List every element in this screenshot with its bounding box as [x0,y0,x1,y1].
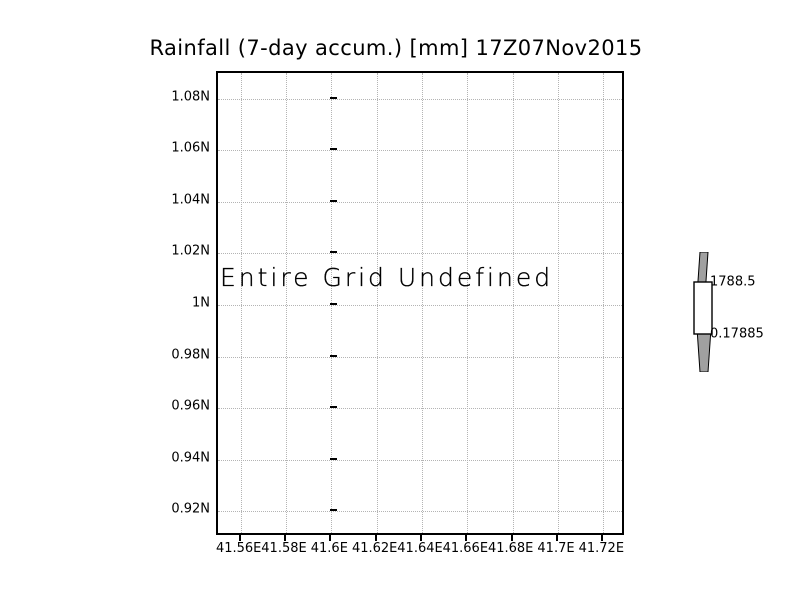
x-axis-tick-label: 41.7E [537,541,575,556]
gridline-horizontal [218,305,622,306]
gridline-vertical [512,73,514,533]
x-axis-labels: 41.56E 41.58E 41.6E 41.62E 41.64E 41.66E 41.68… [216,541,624,561]
y-axis-tick-label: 1.02N [171,243,210,259]
gridline-horizontal [218,150,622,152]
gridlines [218,73,622,533]
x-axis-tick-mark [284,535,286,541]
gridline-horizontal [218,98,622,100]
colorbar: 1788.5 0.17885 [686,252,764,372]
colorbar-lower-label: 0.17885 [710,326,764,342]
x-axis-tick-label: 41.68E [487,541,534,556]
y-axis-tick-label: 0.96N [171,398,210,414]
x-axis-tick-label: 41.64E [397,541,443,556]
y-axis-tick-mark [330,148,337,151]
x-axis-tick-label: 41.56E [215,541,262,556]
y-axis-tick-label: 1N [192,295,210,311]
x-axis-tick-label: 41.66E [442,541,489,556]
gridline-vertical [603,73,605,533]
x-axis-tick-label: 41.72E [578,541,625,556]
plot-area [216,71,624,535]
page-title: Rainfall (7-day accum.) [mm] 17Z07Nov201… [149,36,643,60]
y-axis-tick-mark [330,251,337,254]
gridline-horizontal [218,253,622,255]
x-axis-tick-mark [601,535,604,541]
y-axis-tick-mark [330,303,337,305]
gridline-horizontal [218,356,622,358]
x-axis-tick-mark [238,535,241,541]
y-axis-tick-mark [330,457,337,460]
gridline-vertical [376,73,378,533]
gridline-vertical [286,73,287,533]
x-axis-tick-label: 41.6E [310,541,348,556]
x-axis-tick-mark [374,535,377,541]
colorbar-shape [693,252,713,372]
y-axis-tick-label: 1.04N [171,192,210,208]
y-axis-labels: 1.08N 1.06N 1.04N 1.02N 1N 0.98N 0.96N 0.94N 0.9… [120,71,337,535]
x-axis-tick-mark [556,535,558,541]
gridline-horizontal [218,511,622,513]
gridline-vertical [422,73,423,533]
x-axis-tick-mark [510,535,513,541]
gridline-vertical [467,73,469,533]
y-axis-tick-label: 0.98N [171,347,210,363]
x-axis-tick-mark [329,535,332,541]
y-axis-tick-label: 1.08N [171,89,210,105]
x-axis-tick-label: 41.62E [351,541,398,556]
colorbar-upper-label: 1788.5 [710,274,756,290]
x-axis-tick-mark [465,535,468,541]
gridline-horizontal [218,201,622,203]
y-axis-tick-mark [330,199,337,202]
y-axis-tick-label: 0.94N [171,450,210,466]
y-axis-tick-label: 0.92N [171,501,210,517]
y-axis-tick-mark [330,96,337,99]
gridline-vertical [558,73,559,533]
gridline-horizontal [218,408,622,410]
y-axis-tick-mark [330,509,337,512]
y-axis-tick-mark [330,354,337,357]
gridline-horizontal [218,459,622,461]
y-axis-tick-mark [330,406,337,409]
x-axis-tick-mark [420,535,422,541]
y-axis-tick-label: 1.06N [171,140,210,156]
x-axis-tick-label: 41.58E [261,541,307,556]
colorbar-band [693,281,713,335]
undefined-grid-message: Entire Grid Undefined [220,263,554,292]
gridline-vertical [240,73,242,533]
